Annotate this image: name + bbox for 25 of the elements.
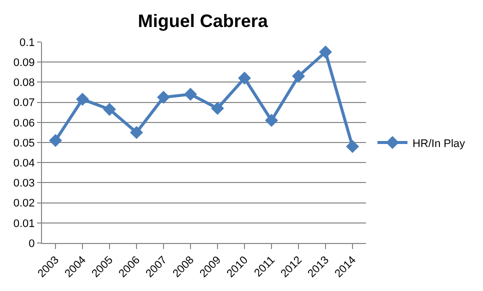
point [319,46,332,59]
point [157,90,170,104]
point [265,114,278,127]
y-tick-label: 0.07 [13,97,35,110]
y-tick-label: 0.02 [13,198,35,210]
point [103,102,116,116]
y-tick-label: 0 [28,238,35,250]
y-tick-label: 0.05 [13,137,35,150]
point [211,102,224,115]
y-tick-label: 0.1 [20,36,35,49]
legend-label: HR/In Play [412,138,466,150]
point [49,134,62,147]
point [130,126,143,139]
y-tick-label: 0.01 [13,218,35,230]
y-tick-label: 0.06 [13,117,35,130]
y-tick-label: 0.08 [13,77,35,90]
point [346,140,359,154]
chart-title: Miguel Cabrera [138,11,269,32]
point [184,88,197,101]
y-tick-label: 0.04 [13,157,35,170]
point [238,72,251,85]
y-tick-label: 0.09 [13,56,35,69]
point [292,70,305,83]
y-tick-label: 0.03 [13,178,35,190]
point [76,92,89,106]
